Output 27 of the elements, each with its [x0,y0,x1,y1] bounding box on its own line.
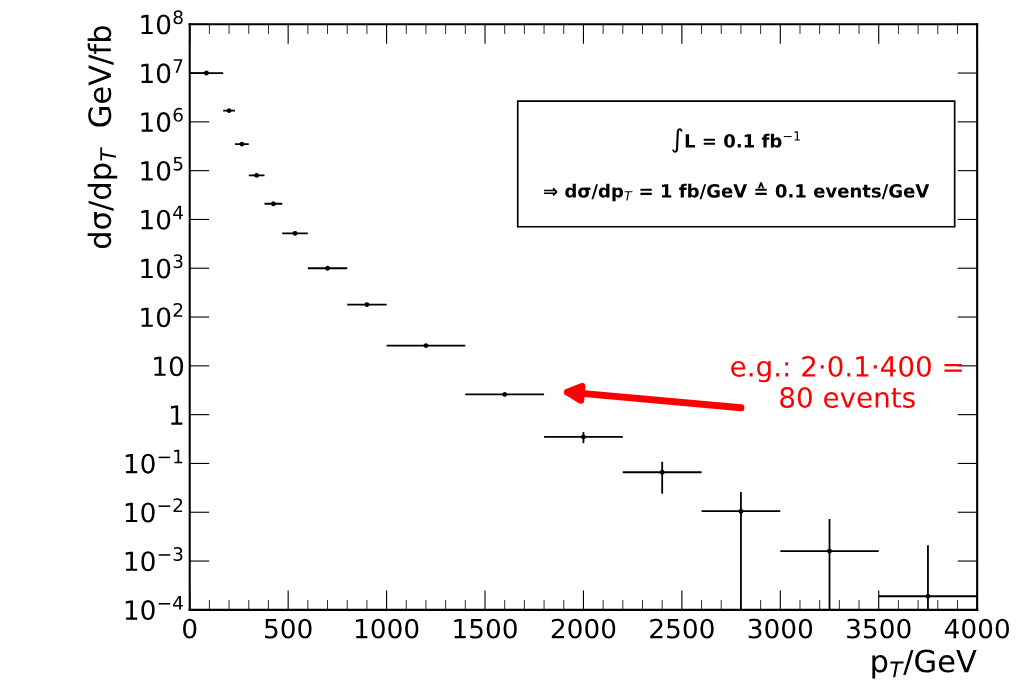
y-tick-label: 10$^{6}$ [141,107,183,133]
y-tick-label: 10$^{−4}$ [125,596,183,621]
x-tick-label: 2000 [551,618,616,639]
y-tick-label: 10$^{8}$ [141,10,183,35]
y-tick-label: 10$^{5}$ [141,156,183,181]
y-axis-title: dσ/dp$_{T}$ GeV/fb [87,26,118,249]
x-tick-label: 0 [183,618,197,639]
y-tick-label: 10$^{3}$ [141,254,183,279]
y-tick-label: 1 [170,405,183,425]
x-tick-label: 1500 [454,618,517,639]
x-tick-label: 4000 [944,618,1009,639]
y-tick-label: 10$^{−2}$ [125,498,183,523]
x-axis-title: p$_{T}$/GeV [872,649,977,679]
y-tick-label: 10 [154,356,184,377]
x-tick-label: 1000 [355,618,419,639]
x-tick-label: 500 [265,618,312,639]
annotation: e.g.: 2·0.1·400 = 80 events [731,355,962,408]
y-tick-label: 10$^{7}$ [141,59,183,84]
y-tick-label: 10$^{−3}$ [125,547,183,572]
x-tick-label: 3500 [847,618,911,639]
annotation: ∫L = 0.1 fb$^{−1}$ [672,128,800,153]
y-tick-label: 10$^{4}$ [141,205,183,230]
x-tick-label: 3000 [748,618,813,639]
y-tick-label: 10$^{2}$ [141,303,183,328]
annotation: ⇒ dσ/dp$_{T}$ = 1 fb/GeV ≙ 0.1 events/GeV [544,182,930,202]
y-tick-label: 10$^{−1}$ [125,449,183,474]
x-tick-label: 2500 [650,618,714,639]
